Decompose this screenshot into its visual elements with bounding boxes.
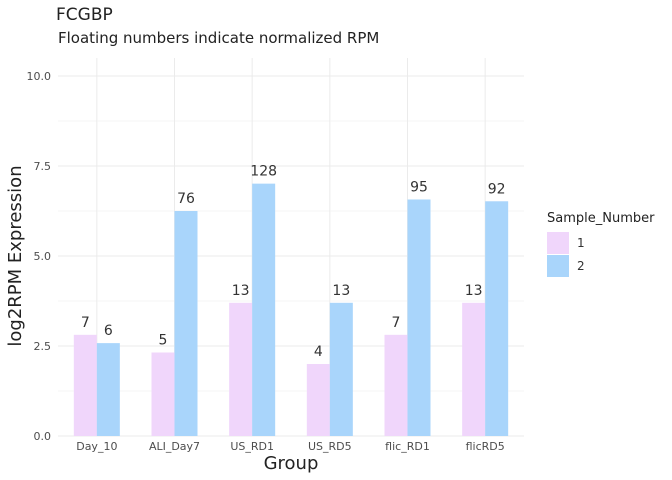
bar-flic_RD1-sample-2 [407, 199, 431, 436]
y-axis-ticks: 0.0 2.5 5.0 7.5 10.0 [27, 70, 52, 443]
legend-swatch-2 [547, 255, 569, 277]
chart-subtitle: Floating numbers indicate normalized RPM [58, 29, 379, 47]
y-tick-label: 2.5 [34, 340, 52, 353]
bar-value-label: 92 [488, 181, 506, 197]
bar-US_RD1-sample-2 [252, 183, 276, 436]
chart-title: FCGBP [56, 5, 113, 25]
grid [58, 58, 524, 437]
bar-value-label: 6 [104, 323, 113, 339]
bar-value-label: 4 [314, 344, 323, 360]
legend: Sample_Number 1 2 [547, 211, 655, 277]
bar-value-label: 7 [392, 315, 401, 331]
y-tick-label: 5.0 [34, 250, 52, 263]
y-tick-label: 0.0 [34, 430, 52, 443]
bar-value-label: 13 [232, 283, 250, 299]
bar-flic_RD1-sample-1 [384, 334, 408, 436]
bar-ALI_Day7-sample-2 [174, 211, 198, 436]
legend-title: Sample_Number [547, 211, 655, 226]
y-axis-title: log2RPM Expression [5, 165, 26, 346]
bars [73, 183, 509, 436]
bar-ALI_Day7-sample-1 [151, 352, 175, 436]
x-axis-title: Group [264, 453, 319, 474]
legend-label-2: 2 [577, 259, 585, 273]
bar-value-label: 76 [177, 191, 195, 207]
y-tick-label: 10.0 [27, 70, 52, 83]
bar-value-label: 128 [250, 164, 277, 180]
legend-swatch-1 [547, 232, 569, 254]
bar-value-label: 5 [159, 332, 168, 348]
bar-value-label: 95 [410, 179, 428, 195]
x-tick-label: ALI_Day7 [149, 440, 200, 453]
bar-value-label: 13 [465, 283, 483, 299]
bar-flicRD5-sample-1 [462, 302, 486, 436]
bar-flicRD5-sample-2 [485, 201, 509, 436]
x-tick-label: flic_RD1 [385, 440, 430, 453]
x-tick-label: Day_10 [76, 440, 117, 453]
legend-label-1: 1 [577, 236, 585, 250]
bar-value-label: 7 [81, 315, 90, 331]
x-tick-label: US_RD5 [308, 440, 352, 453]
bar-Day_10-sample-2 [96, 343, 120, 436]
bar-Day_10-sample-1 [73, 334, 97, 436]
bar-US_RD1-sample-1 [229, 302, 253, 436]
x-tick-label: US_RD1 [230, 440, 274, 453]
x-axis-ticks: Day_10 ALI_Day7 US_RD1 US_RD5 flic_RD1 flicRD… [76, 440, 505, 453]
x-tick-label: flicRD5 [466, 440, 505, 453]
bar-US_RD5-sample-1 [306, 364, 330, 436]
bar-labels: 7 5 13 4 7 13 6 76 128 13 95 92 [81, 164, 506, 360]
bar-US_RD5-sample-2 [329, 302, 353, 436]
y-tick-label: 7.5 [34, 160, 52, 173]
bar-value-label: 13 [332, 283, 350, 299]
